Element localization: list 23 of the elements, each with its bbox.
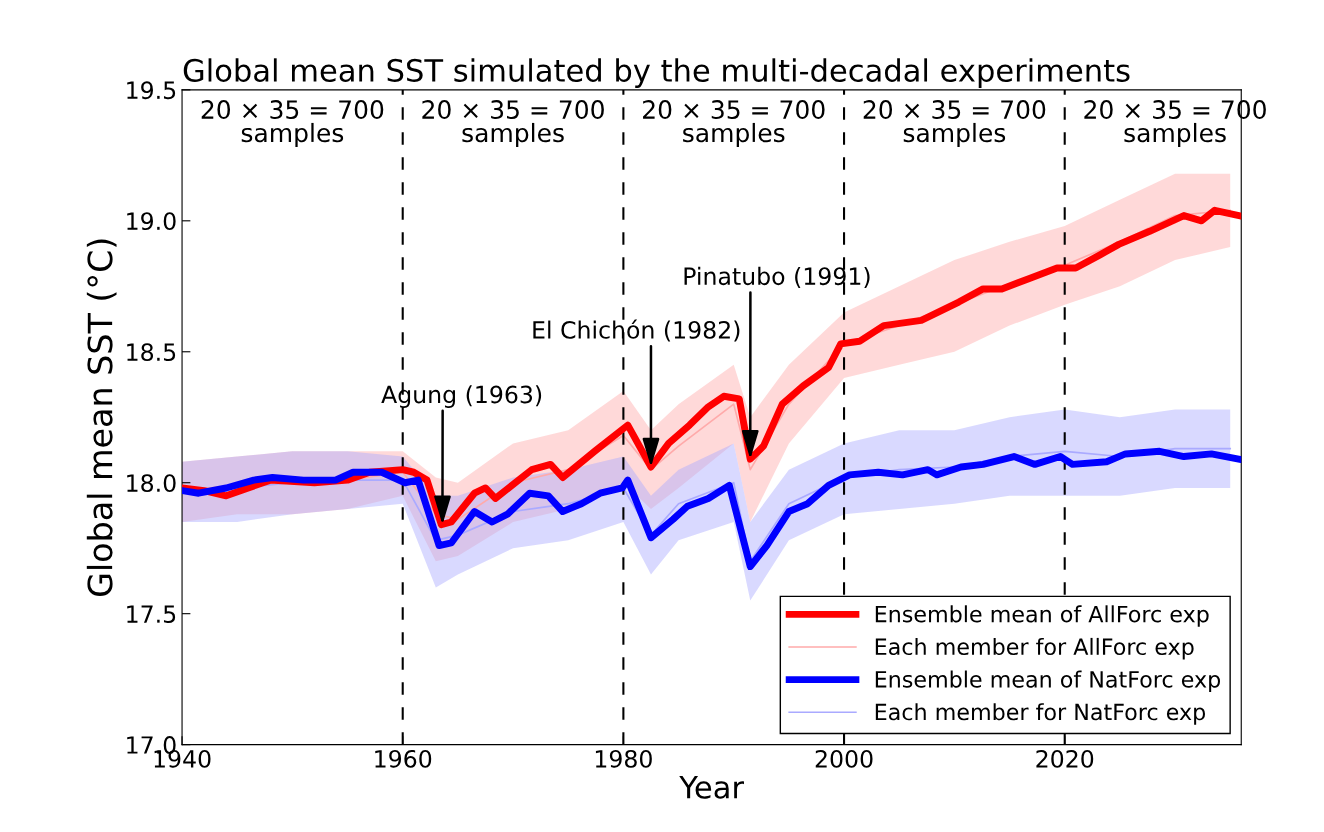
x-axis-title: Year <box>679 776 744 799</box>
legend-label: Each member for AllForc exp <box>875 637 1194 660</box>
y-tick-label: 18.0 <box>127 474 176 493</box>
legend-label: Each member for NatForc exp <box>875 703 1206 725</box>
y-tick-label: 19.5 <box>127 81 176 100</box>
x-tick-label: 1980 <box>595 749 652 768</box>
annotation: 20 × 35 = 700 samples <box>201 100 384 148</box>
x-tick-label: 2000 <box>815 749 873 768</box>
legend-label: Ensemble mean of AllForc exp <box>875 605 1209 627</box>
y-tick-label: 19.0 <box>127 212 176 231</box>
annotation: El Chichón (1982) <box>533 319 740 342</box>
chart-title: Global mean SST simulated by the multi-decadal experiments <box>183 58 1130 88</box>
y-axis-title: Global mean SST (°C) <box>86 239 117 597</box>
annotation: Agung (1963) <box>381 385 542 408</box>
annotation: 20 × 35 = 700 samples <box>863 100 1046 148</box>
legend-label: Ensemble mean of NatForc exp <box>875 670 1221 693</box>
annotation: 20 × 35 = 700 samples <box>643 100 825 148</box>
annotation: 20 × 35 = 700 samples <box>422 100 604 148</box>
x-tick-label: 1960 <box>375 749 432 768</box>
x-tick-label: 2020 <box>1036 749 1094 768</box>
y-tick-label: 17.5 <box>127 605 176 623</box>
y-tick-label: 18.5 <box>127 343 176 362</box>
annotation: Pinatubo (1991) <box>684 266 870 288</box>
